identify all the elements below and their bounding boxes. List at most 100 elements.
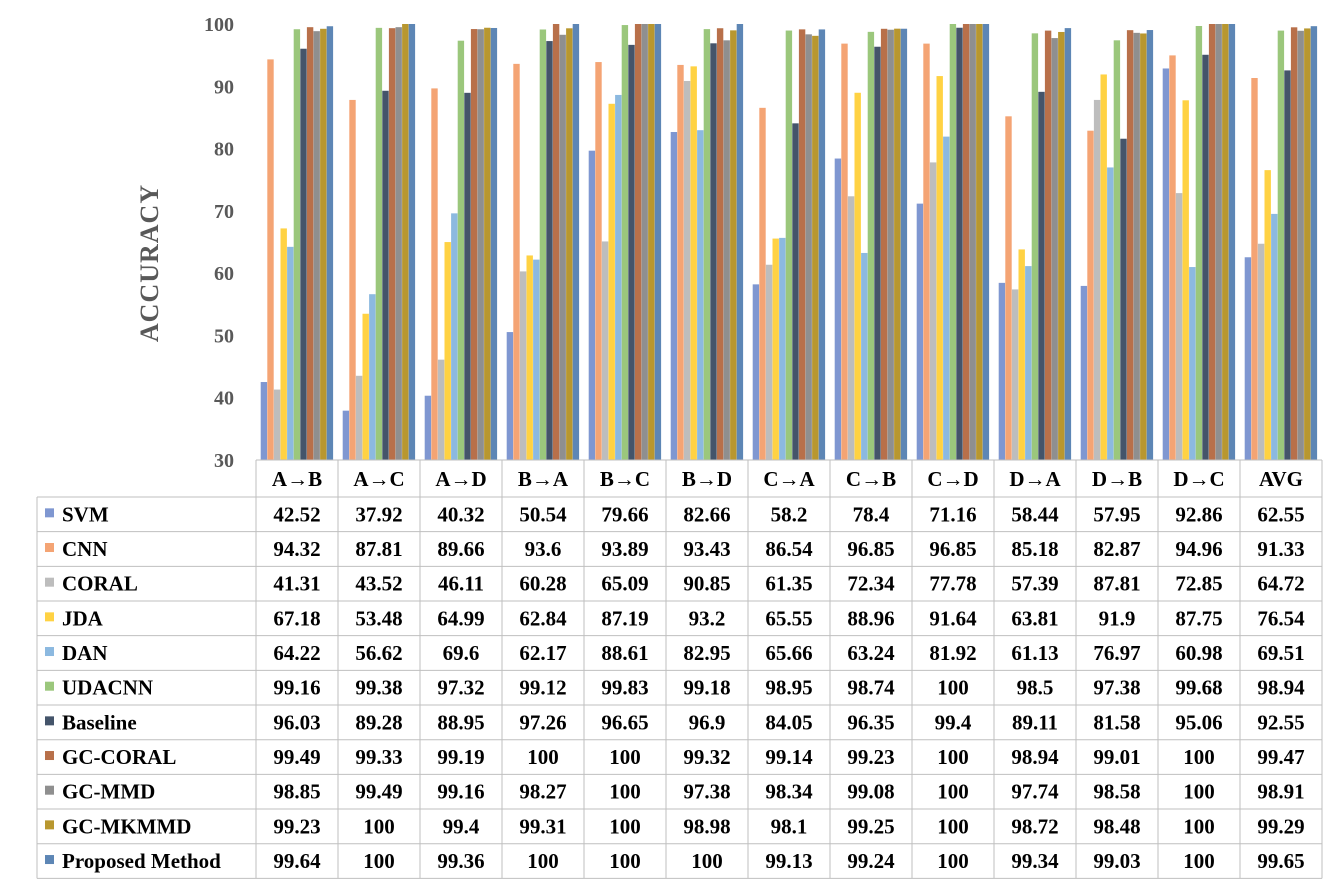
legend-label: UDACNN [62, 676, 153, 700]
bar [697, 130, 704, 460]
bar [654, 24, 662, 460]
bar [1025, 266, 1032, 460]
data-value: 98.74 [847, 676, 895, 700]
data-value: 87.81 [1093, 572, 1140, 596]
data-value: 93.43 [683, 537, 730, 561]
category-label: C→A [763, 467, 815, 491]
bar [834, 158, 842, 460]
data-value: 96.9 [689, 710, 726, 734]
data-value: 99.19 [437, 745, 484, 769]
data-value: 99.23 [847, 745, 894, 769]
bar [451, 213, 458, 460]
legend-label: GC-MKMMD [62, 814, 191, 838]
category-label: C→B [846, 467, 896, 491]
bar [369, 294, 376, 460]
data-value: 99.38 [355, 676, 402, 700]
data-value: 100 [609, 849, 641, 873]
bar [260, 382, 268, 460]
data-value: 100 [527, 849, 559, 873]
bar [1038, 91, 1045, 461]
bar [880, 28, 888, 461]
data-value: 99.49 [273, 745, 320, 769]
bar [949, 24, 957, 460]
bar [779, 237, 786, 460]
data-value: 97.38 [683, 780, 730, 804]
bar [1146, 30, 1154, 460]
data-value: 87.75 [1175, 606, 1222, 630]
bar [976, 24, 983, 460]
data-value: 57.39 [1011, 572, 1058, 596]
legend-swatch [45, 716, 54, 726]
bar [280, 228, 287, 460]
legend-swatch [45, 820, 54, 830]
category-label: D→C [1173, 467, 1224, 491]
data-value: 43.52 [355, 572, 402, 596]
data-value: 84.05 [765, 710, 812, 734]
bar [320, 28, 327, 461]
data-value: 99.83 [601, 676, 648, 700]
bar [1290, 27, 1298, 460]
bar [1175, 193, 1183, 460]
data-value: 82.95 [683, 641, 730, 665]
bar [1271, 213, 1278, 460]
data-value: 100 [1183, 849, 1215, 873]
bar [1031, 33, 1039, 460]
bar [1195, 25, 1203, 461]
legend-label: CORAL [62, 572, 138, 596]
data-value: 88.95 [437, 710, 484, 734]
bar [408, 24, 416, 460]
data-value: 71.16 [929, 502, 976, 526]
data-value: 87.19 [601, 606, 648, 630]
legend-swatch [45, 612, 54, 622]
bar [1018, 249, 1025, 460]
bar [772, 238, 779, 460]
bar [313, 31, 320, 461]
bar [595, 62, 602, 460]
data-value: 99.34 [1011, 849, 1059, 873]
y-tick-label: 80 [214, 139, 234, 161]
data-value: 100 [937, 849, 969, 873]
legend-swatch [45, 785, 54, 795]
data-value: 99.64 [273, 849, 321, 873]
bar [1215, 24, 1222, 460]
y-tick-label: 60 [214, 263, 234, 285]
bar [628, 44, 635, 460]
legend-label: JDA [62, 606, 104, 630]
bar [402, 24, 409, 460]
category-label: B→C [600, 467, 650, 491]
data-value: 99.18 [683, 676, 730, 700]
bar [349, 99, 356, 461]
data-value: 100 [609, 780, 641, 804]
bar [621, 25, 629, 460]
data-value: 98.27 [519, 780, 566, 804]
bar [683, 80, 691, 461]
bar [608, 103, 615, 461]
bar [444, 242, 451, 460]
data-value: 58.2 [771, 502, 808, 526]
bar [798, 29, 806, 461]
bar [552, 24, 560, 460]
bar [785, 30, 793, 460]
data-value: 99.16 [437, 780, 484, 804]
bar [437, 359, 445, 460]
data-value: 100 [1183, 814, 1215, 838]
data-value: 98.48 [1093, 814, 1140, 838]
bar [812, 35, 819, 460]
bar [861, 252, 868, 460]
data-value: 63.24 [847, 641, 895, 665]
bar [1304, 28, 1311, 461]
data-value: 37.92 [355, 502, 402, 526]
legend-label: CNN [62, 537, 108, 561]
bar [962, 24, 970, 460]
bar [929, 162, 937, 460]
data-value: 99.47 [1257, 745, 1304, 769]
data-value: 97.32 [437, 676, 484, 700]
bar [969, 24, 976, 460]
bar [874, 46, 881, 461]
data-value: 96.85 [929, 537, 976, 561]
data-value: 100 [937, 745, 969, 769]
data-value: 64.99 [437, 606, 484, 630]
bar [382, 90, 389, 460]
data-value: 93.89 [601, 537, 648, 561]
